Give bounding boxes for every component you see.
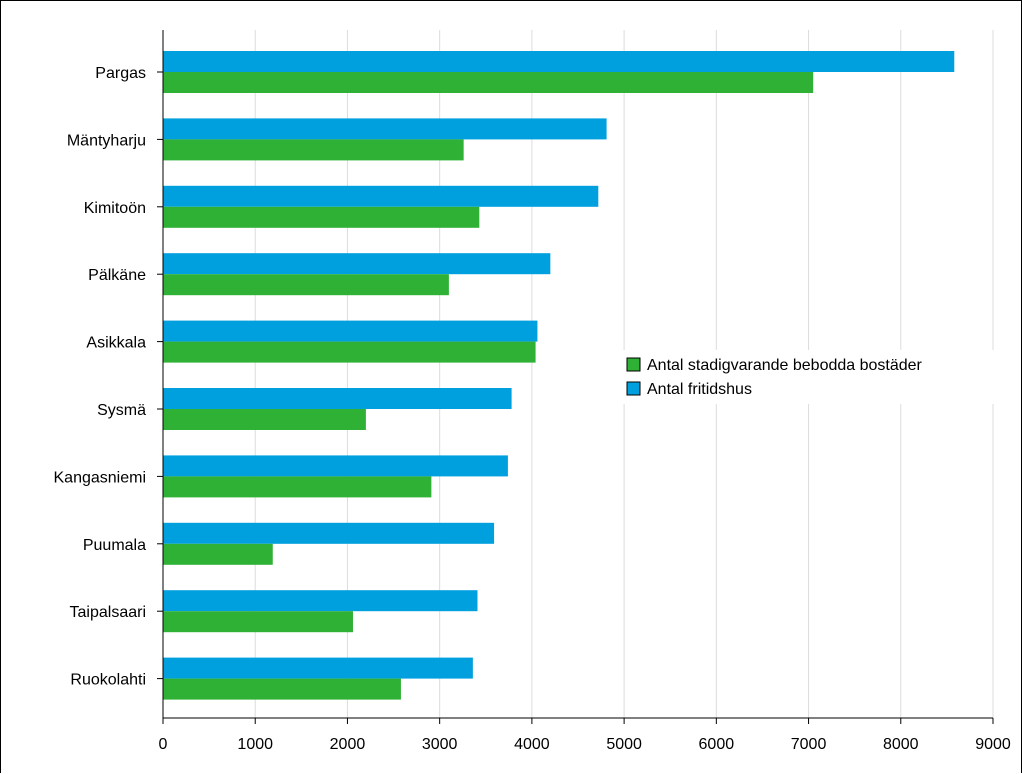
category-label-mantyharju: Mäntyharju	[67, 132, 146, 149]
category-label-pargas: Pargas	[95, 65, 146, 82]
bar-kangasniemi-antal-fritidshus	[163, 455, 508, 477]
legend-swatch-antal-fritidshus	[626, 381, 641, 396]
legend-swatch-antal-stadigvarande-bebodda-bostader	[626, 357, 641, 372]
x-tick-label: 3000	[422, 736, 458, 753]
bar-kimitoon-antal-fritidshus	[163, 185, 599, 207]
x-tick-label: 9000	[975, 736, 1011, 753]
category-label-taipalsaari: Taipalsaari	[70, 604, 146, 621]
bar-pargas-antal-stadigvarande-bebodda-bostader	[163, 72, 814, 93]
bar-taipalsaari-antal-stadigvarande-bebodda-bostader	[163, 611, 353, 633]
x-tick-label: 1000	[237, 736, 273, 753]
category-label-kimitoon: Kimitoön	[84, 200, 146, 217]
bar-sysma-antal-fritidshus	[163, 388, 512, 409]
bar-mantyharju-antal-fritidshus	[163, 118, 607, 140]
bar-palkane-antal-fritidshus	[163, 253, 551, 275]
category-label-palkane: Pälkäne	[88, 267, 146, 284]
legend-background	[620, 350, 995, 404]
bar-puumala-antal-fritidshus	[163, 522, 495, 544]
x-tick-label: 5000	[606, 736, 642, 753]
x-tick-label: 4000	[514, 736, 550, 753]
legend-label-antal-fritidshus: Antal fritidshus	[647, 381, 752, 398]
axes	[157, 30, 994, 724]
x-tick-label: 8000	[883, 736, 919, 753]
x-tick-labels: 0 1000 2000 3000 4000 5000 6000 7000 8000 9000	[159, 736, 1011, 753]
x-tick-label: 7000	[791, 736, 827, 753]
bar-taipalsaari-antal-fritidshus	[163, 590, 478, 612]
category-label-kangasniemi: Kangasniemi	[54, 469, 147, 486]
bar-sysma-antal-stadigvarande-bebodda-bostader	[163, 409, 366, 430]
bar-ruokolahti-antal-stadigvarande-bebodda-bostader	[163, 678, 401, 700]
x-tick-label: 2000	[330, 736, 366, 753]
bar-asikkala-antal-stadigvarande-bebodda-bostader	[163, 341, 536, 363]
bar-palkane-antal-stadigvarande-bebodda-bostader	[163, 274, 449, 296]
legend: Antal stadigvarande bebodda bostäder Anta…	[620, 350, 995, 404]
category-label-ruokolahti: Ruokolahti	[70, 672, 146, 689]
category-label-asikkala: Asikkala	[86, 335, 146, 352]
category-label-puumala: Puumala	[83, 537, 146, 554]
bars	[163, 51, 955, 700]
bar-puumala-antal-stadigvarande-bebodda-bostader	[163, 543, 273, 565]
bar-ruokolahti-antal-fritidshus	[163, 657, 473, 679]
bar-kangasniemi-antal-stadigvarande-bebodda-bostader	[163, 476, 432, 498]
bar-mantyharju-antal-stadigvarande-bebodda-bostader	[163, 139, 464, 161]
bar-pargas-antal-fritidshus	[163, 51, 955, 72]
x-tick-label: 6000	[699, 736, 735, 753]
x-tick-label: 0	[159, 736, 168, 753]
category-labels: Pargas Mäntyharju Kimitoön Pälkäne Asikkala S…	[54, 65, 147, 689]
bar-kimitoon-antal-stadigvarande-bebodda-bostader	[163, 206, 480, 228]
category-label-sysma: Sysmä	[97, 402, 146, 419]
legend-label-antal-stadigvarande-bebodda-bostader: Antal stadigvarande bebodda bostäder	[647, 357, 923, 374]
bar-asikkala-antal-fritidshus	[163, 320, 538, 342]
